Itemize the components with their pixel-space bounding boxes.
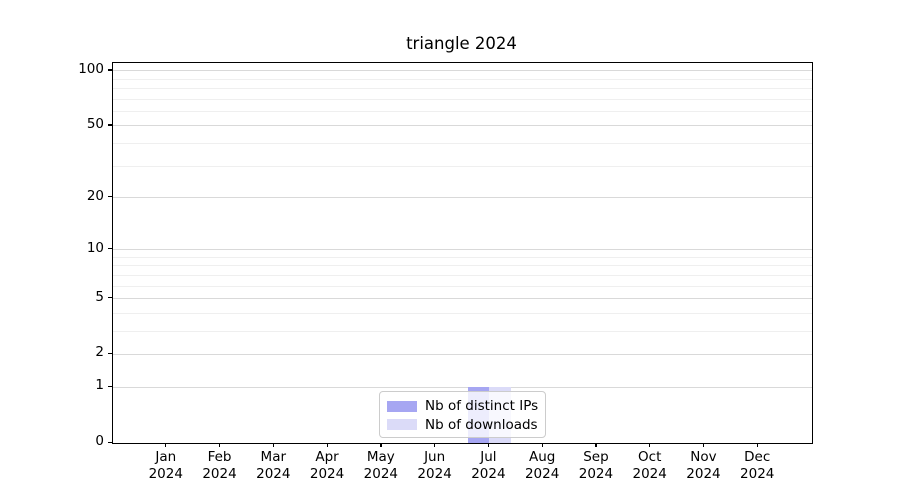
x-tick-month: Jul (480, 449, 497, 465)
y-tick-mark (108, 196, 112, 198)
y-gridline-minor (113, 312, 812, 314)
x-tick-label: Jul 2024 (458, 449, 518, 482)
y-tick-mark (108, 352, 112, 355)
y-tick-mark (108, 385, 112, 387)
y-gridline-major (113, 249, 812, 251)
x-tick-month: Oct (638, 449, 662, 465)
y-tick-label: 50 (86, 115, 104, 132)
x-tick-month: Jun (424, 449, 446, 465)
legend-swatch-downloads (387, 419, 417, 431)
x-tick-year: 2024 (632, 465, 667, 482)
x-tick-month: Aug (528, 449, 556, 465)
x-tick-month: Mar (260, 449, 287, 465)
x-tick-month: Sep (583, 449, 609, 465)
x-tick-label: Sep 2024 (566, 449, 626, 482)
x-tick-mark (702, 443, 705, 447)
y-gridline-minor (113, 330, 812, 332)
y-gridline-major (113, 353, 812, 355)
y-tick-mark (108, 248, 112, 250)
y-gridline-minor (113, 265, 812, 267)
y-tick-label: 2 (95, 344, 104, 361)
x-tick-label: Apr 2024 (297, 449, 357, 482)
x-tick-mark (272, 443, 274, 447)
legend-item-distinct-ips: Nb of distinct IPs (387, 397, 539, 416)
y-gridline-major (113, 70, 812, 72)
y-gridline-minor (113, 143, 812, 145)
legend: Nb of distinct IPs Nb of downloads (379, 391, 546, 438)
x-tick-label: Feb 2024 (190, 449, 250, 482)
x-tick-month: May (366, 449, 395, 465)
x-tick-year: 2024 (578, 465, 614, 482)
y-gridline-major (113, 125, 812, 127)
x-tick-year: 2024 (363, 465, 399, 482)
x-tick-label: Jun 2024 (405, 449, 465, 482)
x-tick-year: 2024 (309, 465, 345, 482)
x-tick-month: Dec (744, 449, 771, 465)
x-tick-mark (165, 443, 167, 447)
plot-area (112, 62, 813, 444)
y-tick-label: 20 (86, 187, 104, 204)
x-tick-label: Nov 2024 (673, 449, 733, 482)
legend-item-downloads: Nb of downloads (387, 416, 538, 435)
x-tick-year: 2024 (740, 465, 775, 482)
y-gridline-minor (113, 165, 812, 167)
x-tick-label: Dec 2024 (727, 449, 787, 482)
y-tick-mark (108, 441, 112, 443)
y-gridline-minor (113, 111, 812, 113)
y-gridline-minor (113, 285, 812, 287)
y-tick-mark (108, 297, 112, 299)
x-tick-label: Jan 2024 (136, 449, 196, 482)
x-tick-year: 2024 (202, 465, 237, 482)
x-tick-mark (595, 443, 597, 447)
x-tick-year: 2024 (524, 465, 560, 482)
y-tick-mark (108, 124, 112, 126)
x-tick-mark (219, 443, 221, 447)
x-tick-month: Apr (315, 449, 339, 465)
x-tick-mark (487, 443, 490, 447)
chart-title: triangle 2024 (406, 34, 517, 53)
x-tick-year: 2024 (417, 465, 452, 482)
legend-label-downloads: Nb of downloads (425, 416, 538, 433)
x-tick-mark (380, 443, 382, 447)
x-tick-label: Mar 2024 (243, 449, 303, 482)
x-tick-label: Aug 2024 (512, 449, 572, 482)
x-tick-mark (434, 443, 436, 447)
x-tick-year: 2024 (471, 465, 506, 482)
y-tick-label: 1 (95, 377, 104, 394)
x-tick-year: 2024 (148, 465, 183, 482)
legend-swatch-distinct-ips (387, 400, 417, 412)
x-tick-year: 2024 (686, 465, 721, 482)
x-tick-label: May 2024 (351, 449, 411, 482)
y-gridline-major (113, 197, 812, 199)
x-tick-month: Feb (207, 449, 232, 465)
y-gridline-minor (113, 274, 812, 276)
x-tick-year: 2024 (256, 465, 291, 482)
x-tick-month: Nov (690, 449, 717, 465)
y-tick-label: 100 (78, 60, 104, 77)
legend-label-distinct-ips: Nb of distinct IPs (425, 398, 539, 415)
y-gridline-major (113, 298, 812, 300)
x-tick-month: Jan (155, 449, 177, 465)
y-gridline-minor (113, 98, 812, 100)
y-gridline-minor (113, 88, 812, 90)
y-tick-label: 0 (95, 433, 104, 449)
x-tick-mark (756, 443, 758, 447)
x-tick-mark (541, 443, 543, 447)
y-gridline-minor (113, 78, 812, 80)
y-tick-label: 5 (95, 288, 104, 305)
x-tick-mark (649, 443, 651, 447)
x-tick-mark (326, 443, 328, 447)
y-tick-label: 10 (86, 239, 104, 256)
y-gridline-minor (113, 256, 812, 258)
y-tick-mark (108, 69, 112, 71)
y-gridline-major (113, 386, 812, 388)
x-tick-label: Oct 2024 (620, 449, 680, 482)
